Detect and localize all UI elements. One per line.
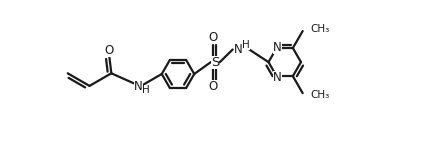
- Text: CH₃: CH₃: [311, 90, 330, 100]
- Text: H: H: [242, 40, 250, 49]
- Text: N: N: [134, 80, 142, 93]
- Text: CH₃: CH₃: [311, 24, 330, 34]
- Text: O: O: [208, 80, 218, 93]
- Text: N: N: [273, 71, 282, 84]
- Text: S: S: [211, 56, 219, 69]
- Text: N: N: [234, 43, 243, 56]
- Text: N: N: [273, 41, 282, 54]
- Text: H: H: [142, 85, 150, 95]
- Text: O: O: [105, 44, 114, 57]
- Text: O: O: [208, 31, 218, 44]
